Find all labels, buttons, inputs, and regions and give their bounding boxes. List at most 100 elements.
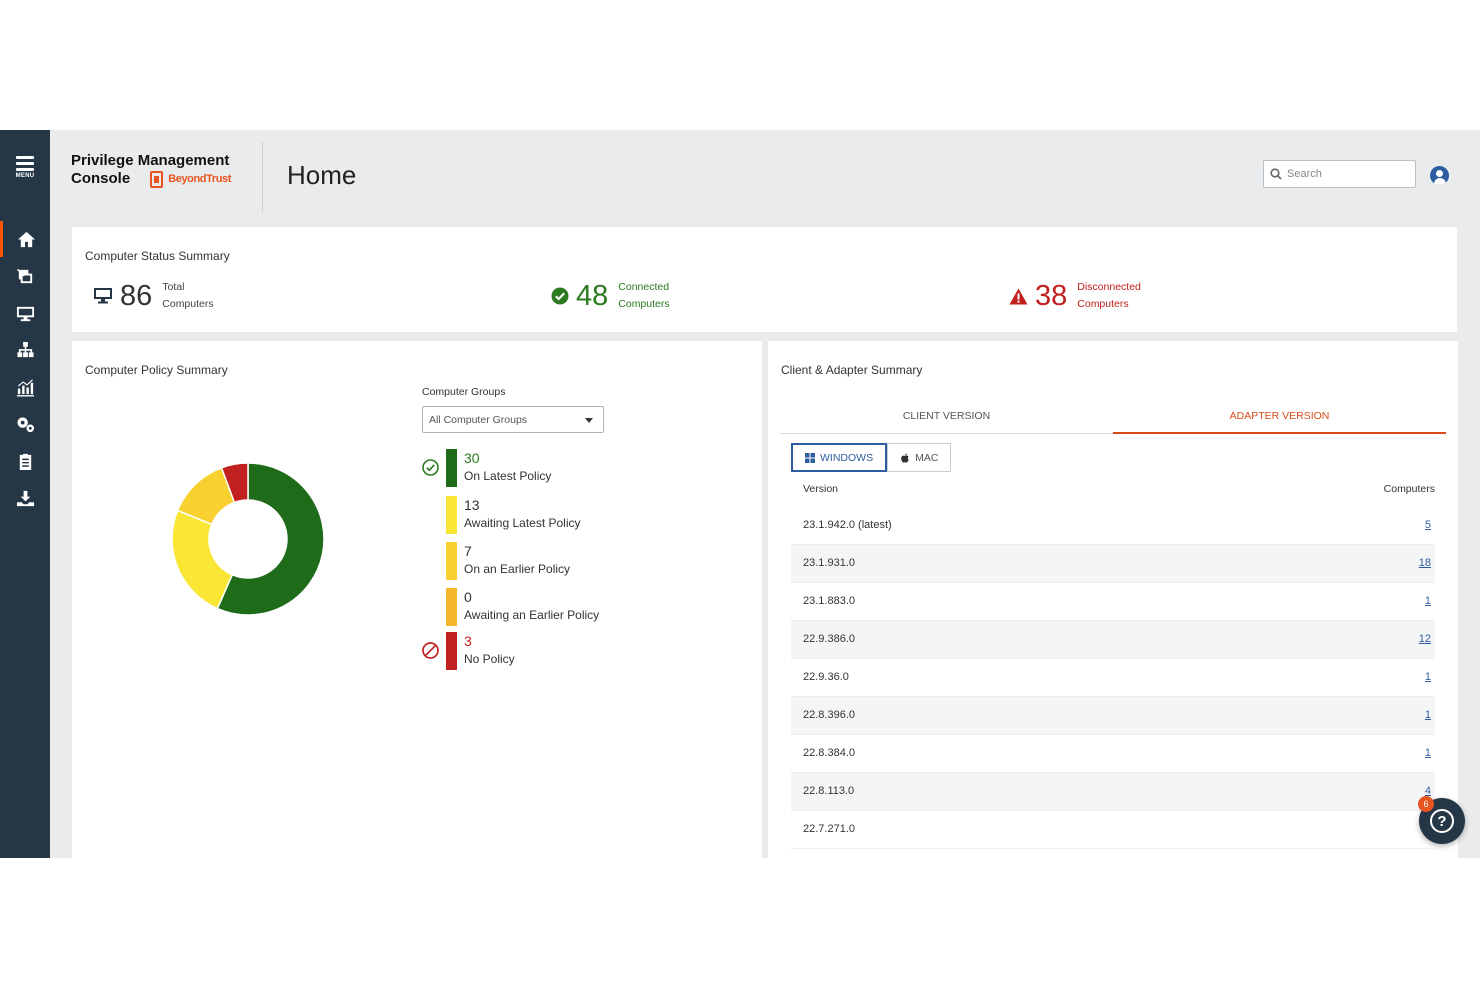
policy-donut-chart <box>171 462 325 616</box>
column-header-version: Version <box>803 483 839 495</box>
clipboard-icon <box>19 453 31 470</box>
groups-hierarchy-icon <box>16 341 34 357</box>
analytics-icon <box>16 378 34 397</box>
legend-value: 3 <box>464 633 472 649</box>
sidebar-item-configuration[interactable] <box>0 406 50 442</box>
computer-policy-summary-card: Computer Policy Summary Computer Groups … <box>72 341 762 858</box>
brand-title-line2: Console <box>71 170 131 187</box>
check-circle-icon <box>551 287 569 305</box>
table-row: 22.9.36.0 1 <box>791 659 1435 697</box>
disconnected-computers-stat[interactable]: 38 Disconnected Computers <box>1009 279 1141 313</box>
version-cell: 22.7.271.0 <box>803 823 855 835</box>
windows-button-label: WINDOWS <box>820 451 874 464</box>
table-row: 22.9.386.0 12 <box>791 621 1435 659</box>
sidebar-item-reports[interactable] <box>0 443 50 479</box>
apple-logo-icon <box>901 452 909 463</box>
windows-logo-icon <box>805 452 815 463</box>
computers-count-link[interactable]: 18 <box>1418 557 1431 569</box>
question-mark-icon: ? <box>1430 809 1454 833</box>
caret-down-icon <box>585 418 593 423</box>
beyondtrust-logo-text: BeyondTrust <box>168 173 232 185</box>
version-cell: 22.9.36.0 <box>803 671 849 683</box>
check-circle-outline-icon <box>422 459 439 476</box>
computers-count-link[interactable]: 1 <box>1424 595 1431 607</box>
beyondtrust-logo-icon <box>150 170 164 188</box>
computers-count-link[interactable]: 1 <box>1424 747 1431 759</box>
legend-item-on-latest-policy[interactable]: 30 On Latest Policy <box>446 449 551 487</box>
legend-value: 13 <box>464 497 480 513</box>
windows-button[interactable]: WINDOWS <box>791 443 888 472</box>
legend-swatch <box>446 496 457 534</box>
computers-count-link[interactable]: 4 <box>1424 785 1431 797</box>
computers-icon <box>16 306 34 321</box>
search-input[interactable] <box>1287 168 1407 180</box>
hamburger-icon <box>16 156 34 174</box>
legend-label: Awaiting Latest Policy <box>464 516 581 530</box>
legend-label: On an Earlier Policy <box>464 562 571 576</box>
donut-slice-no-policy[interactable] <box>220 462 249 504</box>
page-title: Home <box>287 160 357 190</box>
header: Privilege Management Console BeyondTrust… <box>50 130 1480 226</box>
legend-label: Awaiting an Earlier Policy <box>464 608 600 622</box>
total-computers-stat[interactable]: 86 Total Computers <box>93 279 214 313</box>
table-row: 22.8.113.0 4 <box>791 773 1435 811</box>
computer-groups-label: Computer Groups <box>422 386 506 398</box>
disconnected-computers-value: 38 <box>1035 280 1068 312</box>
os-toggle: WINDOWS MAC <box>791 443 952 472</box>
card-title: Computer Status Summary <box>85 249 230 263</box>
app-window: MENU Privilege Management <box>0 130 1480 858</box>
card-title: Computer Policy Summary <box>85 363 228 377</box>
legend-item-on-earlier-policy[interactable]: 7 On an Earlier Policy <box>446 542 570 580</box>
sidebar-item-analytics[interactable] <box>0 369 50 405</box>
menu-button[interactable]: MENU <box>0 156 50 190</box>
legend-label: On Latest Policy <box>464 469 552 483</box>
beyondtrust-logo: BeyondTrust <box>150 170 232 188</box>
user-account-icon[interactable] <box>1430 166 1449 185</box>
donut-slice-on-latest-policy[interactable] <box>216 462 325 616</box>
computers-count-link[interactable]: 1 <box>1424 709 1431 721</box>
sidebar-item-home[interactable] <box>0 221 50 257</box>
computers-count-link[interactable]: 1 <box>1424 671 1431 683</box>
brand-title-line1: Privilege Management <box>71 152 230 169</box>
warning-triangle-icon <box>1009 288 1028 304</box>
legend-label: No Policy <box>464 652 515 666</box>
tab-adapter-version[interactable]: ADAPTER VERSION <box>1113 399 1446 434</box>
notification-badge: 6 <box>1418 796 1434 812</box>
sidebar-item-policy-editor[interactable] <box>0 258 50 294</box>
legend-item-no-policy[interactable]: 3 No Policy <box>446 632 515 670</box>
policy-editor-icon <box>16 268 32 283</box>
header-divider <box>262 142 263 212</box>
sidebar-item-downloads[interactable] <box>0 480 50 516</box>
computers-count-link[interactable]: 12 <box>1418 633 1431 645</box>
sidebar-item-groups[interactable] <box>0 332 50 368</box>
legend-item-awaiting-earlier-policy[interactable]: 0 Awaiting an Earlier Policy <box>446 588 599 626</box>
legend-item-awaiting-latest-policy[interactable]: 13 Awaiting Latest Policy <box>446 496 581 534</box>
search-icon <box>1270 168 1282 180</box>
menu-label: MENU <box>15 173 35 179</box>
version-cell: 22.8.113.0 <box>803 785 855 797</box>
sidebar-item-computers[interactable] <box>0 295 50 331</box>
prohibited-icon <box>422 642 439 659</box>
search-box <box>1263 160 1416 188</box>
brand: Privilege Management Console BeyondTrust <box>71 152 251 188</box>
computers-count-link[interactable]: 5 <box>1424 519 1431 531</box>
tab-client-version[interactable]: CLIENT VERSION <box>902 410 991 422</box>
version-cell: 22.8.396.0 <box>803 709 855 721</box>
computer-status-summary-card: Computer Status Summary 86 Total Computer… <box>72 227 1457 332</box>
card-title: Client & Adapter Summary <box>781 363 923 377</box>
computer-groups-selected: All Computer Groups <box>429 413 528 426</box>
mac-button[interactable]: MAC <box>887 443 952 472</box>
connected-computers-stat[interactable]: 48 Connected Computers <box>551 279 670 313</box>
version-cell: 23.1.942.0 (latest) <box>803 519 892 531</box>
configuration-icon <box>16 416 34 432</box>
table-row: 22.8.396.0 1 <box>791 697 1435 735</box>
legend-swatch <box>446 449 457 487</box>
table-row: 23.1.931.0 18 <box>791 545 1435 583</box>
table-row: 23.1.883.0 1 <box>791 583 1435 621</box>
donut-slice-awaiting-latest-policy[interactable] <box>171 509 234 610</box>
version-cell: 22.9.386.0 <box>803 633 855 645</box>
connected-computers-value: 48 <box>576 280 609 312</box>
column-header-computers: Computers <box>1383 483 1435 495</box>
legend-value: 0 <box>464 589 472 605</box>
computer-groups-dropdown[interactable]: All Computer Groups <box>422 406 604 433</box>
